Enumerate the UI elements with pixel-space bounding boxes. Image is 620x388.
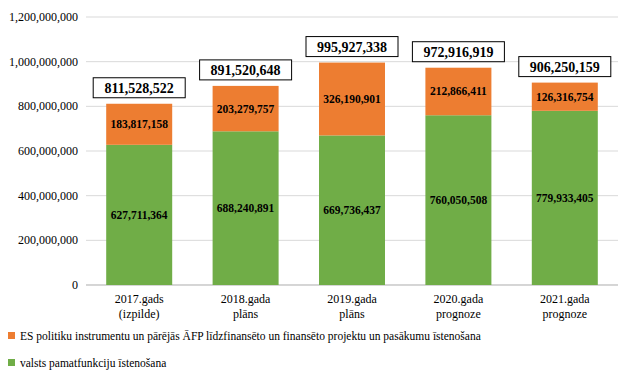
data-label: 779,933,405 [536, 192, 594, 204]
data-labels: 627,711,364 183,817,158 811,528,522 688,240… [93, 37, 611, 221]
total-label: 972,916,919 [423, 45, 493, 60]
total-label: 891,520,648 [211, 63, 281, 78]
data-label: 326,190,901 [323, 93, 381, 105]
y-tick-label: 400,000,000 [18, 189, 78, 203]
data-label: 126,316,754 [536, 91, 594, 103]
data-label: 212,866,411 [430, 85, 487, 97]
x-tick-label: 2019.gadaplāns [327, 292, 377, 321]
bar-segment [106, 104, 172, 145]
legend-swatch [8, 332, 15, 339]
bar-segment [213, 86, 279, 131]
bar-segment [319, 135, 385, 285]
legend-label: valsts pamatfunkciju īstenošana [20, 357, 166, 370]
legend-label: ES politiku instrumentu un pārējās ĀFP l… [20, 330, 481, 343]
x-tick-label: 2021.gadaprognoze [540, 292, 590, 321]
x-tick-label: 2018.gadaplāns [221, 292, 271, 321]
total-box [200, 60, 292, 80]
bar-segment [532, 111, 598, 285]
total-box [306, 37, 398, 57]
total-box [519, 57, 611, 77]
bar-segment [106, 145, 172, 285]
data-label: 627,711,364 [111, 209, 168, 221]
bar-segment [319, 63, 385, 136]
total-label: 906,250,159 [530, 60, 600, 75]
bar-segment [213, 131, 279, 285]
grid [86, 17, 618, 285]
y-tick-label: 0 [72, 278, 78, 292]
data-label: 760,050,508 [430, 194, 488, 206]
data-label: 203,279,757 [217, 103, 275, 115]
legend-swatch [8, 359, 15, 366]
bar-segment [425, 68, 491, 116]
x-tick-label: 2020.gadaprognoze [434, 292, 484, 321]
grid-line [86, 17, 618, 18]
y-tick-label: 800,000,000 [18, 99, 78, 113]
legend: ES politiku instrumentu un pārējās ĀFP l… [8, 330, 481, 370]
y-tick-label: 600,000,000 [18, 144, 78, 158]
bar-segment [425, 115, 491, 285]
total-label: 811,528,522 [105, 81, 174, 96]
total-box [412, 42, 504, 62]
data-label: 669,736,437 [323, 204, 381, 216]
y-tick-label: 1,000,000,000 [9, 55, 78, 69]
bar-segment [532, 83, 598, 111]
x-tick-label: 2017.gads(izpilde) [115, 292, 164, 321]
chart: 0 200,000,000 400,000,000 600,000,000 800,00… [0, 0, 620, 388]
data-label: 183,817,158 [110, 118, 168, 130]
y-tick-label: 1,200,000,000 [9, 10, 78, 24]
data-label: 688,240,891 [217, 202, 275, 214]
total-box [93, 78, 185, 98]
y-tick-label: 200,000,000 [18, 233, 78, 247]
total-label: 995,927,338 [317, 40, 387, 55]
